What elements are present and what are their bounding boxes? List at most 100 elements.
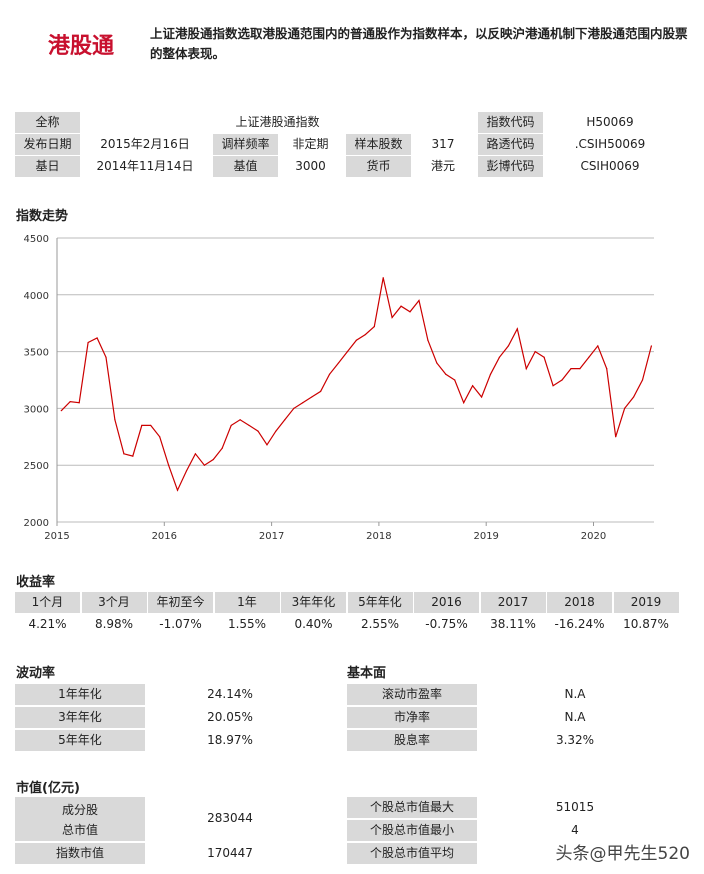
constituent-cap-label-line1: 成分股	[61, 803, 98, 817]
market-cap-title: 市值(亿元)	[16, 781, 80, 796]
x-tick-label: 2020	[581, 531, 606, 542]
data-point	[641, 379, 644, 381]
brand-title: 港股通	[48, 34, 115, 59]
volatility-value: 20.05%	[207, 710, 253, 724]
x-tick-label: 2018	[366, 531, 391, 542]
data-point	[409, 311, 411, 313]
x-tick-label: 2016	[152, 531, 177, 542]
data-point	[311, 396, 313, 398]
data-point	[346, 351, 349, 353]
release-date-label: 发布日期	[15, 134, 80, 155]
data-point	[382, 277, 384, 279]
chart-title: 指数走势	[16, 209, 69, 224]
currency: 港元	[430, 159, 455, 173]
sample-count: 317	[431, 137, 455, 151]
data-point	[632, 396, 635, 398]
data-point	[615, 436, 617, 438]
data-point	[212, 458, 214, 461]
volatility-value: 18.97%	[207, 733, 253, 747]
constituent-cap-label-line2: 总市值	[61, 823, 98, 837]
index-line	[60, 277, 652, 492]
full-name-label: 全称	[15, 112, 80, 133]
y-tick-label: 4000	[24, 291, 49, 302]
y-tick-label: 3000	[24, 404, 49, 415]
returns-value: 0.40%	[294, 617, 333, 631]
reuters-label: 路透代码	[478, 134, 543, 155]
data-point	[427, 339, 429, 341]
data-point	[561, 379, 563, 381]
returns-header: 5年年化	[347, 592, 413, 613]
data-point	[650, 345, 653, 347]
data-point	[320, 390, 322, 392]
rebalance-label: 调样频率	[213, 134, 278, 155]
data-point	[588, 356, 590, 358]
y-tick-label: 2500	[24, 461, 49, 472]
data-point	[167, 464, 170, 466]
returns-value: 8.98%	[94, 617, 134, 631]
sample-count-label: 样本股数	[346, 134, 411, 155]
data-point	[606, 368, 608, 370]
data-point	[534, 351, 536, 353]
data-point	[480, 396, 483, 398]
data-point	[293, 407, 295, 409]
returns-header: 3年年化	[281, 592, 346, 613]
data-point	[78, 402, 80, 404]
data-point	[498, 356, 501, 358]
data-point	[203, 464, 205, 466]
stock-cap-value: 4	[571, 823, 579, 837]
currency-label: 货币	[346, 156, 411, 177]
returns-header: 2019	[613, 592, 679, 613]
x-tick-label: 2017	[259, 531, 284, 542]
returns-value: 2.55%	[360, 617, 400, 631]
volatility-title: 波动率	[16, 666, 56, 681]
base-date: 2014年11月14日	[96, 159, 194, 173]
returns-value: 1.55%	[227, 617, 267, 631]
data-point	[221, 447, 223, 449]
data-point	[141, 424, 143, 427]
data-point	[472, 385, 474, 387]
data-point	[337, 362, 340, 364]
data-point	[275, 430, 277, 432]
stock-cap-value: 51015	[555, 800, 595, 814]
bloomberg-label: 彭博代码	[478, 156, 543, 177]
returns-header: 2016	[414, 592, 479, 613]
data-point	[597, 345, 599, 347]
data-point	[69, 400, 71, 403]
returns-title: 收益率	[16, 575, 56, 590]
y-tick-label: 2000	[24, 518, 49, 529]
data-point	[579, 368, 581, 370]
returns-header: 1年	[214, 592, 280, 613]
data-point	[436, 362, 438, 364]
x-tick-label: 2015	[44, 531, 69, 542]
stock-cap-label: 个股总市值最小	[347, 820, 477, 841]
data-point	[123, 453, 125, 455]
data-point	[194, 453, 197, 455]
returns-value: 10.87%	[623, 617, 669, 631]
data-point	[355, 339, 357, 341]
returns-header: 年初至今	[148, 592, 213, 613]
data-point	[105, 356, 107, 358]
fundamentals-label: 滚动市盈率	[347, 684, 477, 705]
data-point	[60, 410, 62, 412]
returns-header: 2017	[480, 592, 546, 613]
data-point	[96, 337, 98, 339]
volatility-value: 24.14%	[207, 687, 253, 701]
data-point	[489, 373, 492, 375]
full-name: 上证港股通指数	[235, 115, 320, 129]
y-tick-label: 4500	[24, 234, 49, 245]
returns-value: 38.11%	[490, 617, 536, 631]
data-point	[391, 316, 393, 319]
data-point	[364, 333, 366, 336]
data-point	[373, 326, 375, 328]
base-value-label: 基值	[213, 156, 278, 177]
watermark: 头条@甲先生520	[555, 844, 690, 864]
data-point	[257, 430, 259, 432]
rebalance: 非定期	[292, 137, 329, 151]
fundamentals-label: 市净率	[347, 707, 477, 728]
returns-header: 1个月	[15, 592, 80, 613]
data-point	[239, 419, 241, 421]
data-point	[87, 341, 89, 344]
data-point	[284, 419, 286, 421]
bloomberg-code: CSIH0069	[580, 159, 640, 173]
data-point	[266, 444, 268, 446]
